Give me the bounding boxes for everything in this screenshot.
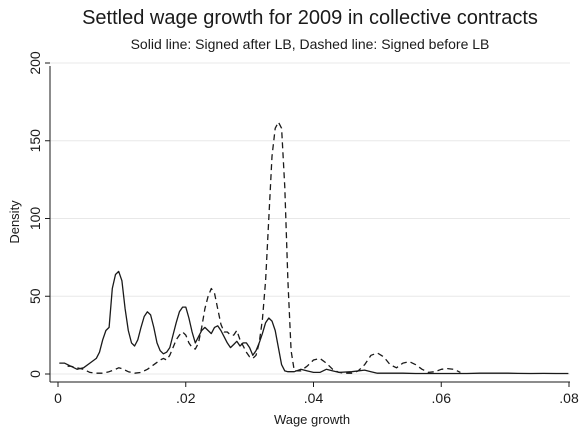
axes: 0 50 100 150 200 0 .02 .04 .06 .08 <box>27 51 579 406</box>
chart-subtitle: Solid line: Signed after LB, Dashed line… <box>131 36 490 52</box>
dashed-density-line <box>67 121 461 374</box>
x-tick-label: .02 <box>176 390 196 406</box>
y-tick-label: 50 <box>27 288 43 304</box>
x-tick-label: 0 <box>54 390 62 406</box>
gridlines <box>50 62 570 375</box>
x-axis-title: Wage growth <box>274 412 350 427</box>
solid-density-line <box>59 270 569 375</box>
x-tick-label: .06 <box>432 390 452 406</box>
y-axis-title: Density <box>7 200 22 244</box>
x-tick-label: .04 <box>304 390 324 406</box>
series-lines <box>59 121 569 375</box>
y-tick-label: 200 <box>27 51 43 75</box>
y-tick-label: 150 <box>27 129 43 153</box>
x-tick-label: .08 <box>559 390 579 406</box>
chart-title: Settled wage growth for 2009 in collecti… <box>82 7 538 29</box>
y-tick-label: 0 <box>27 370 43 378</box>
y-tick-label: 100 <box>27 207 43 231</box>
